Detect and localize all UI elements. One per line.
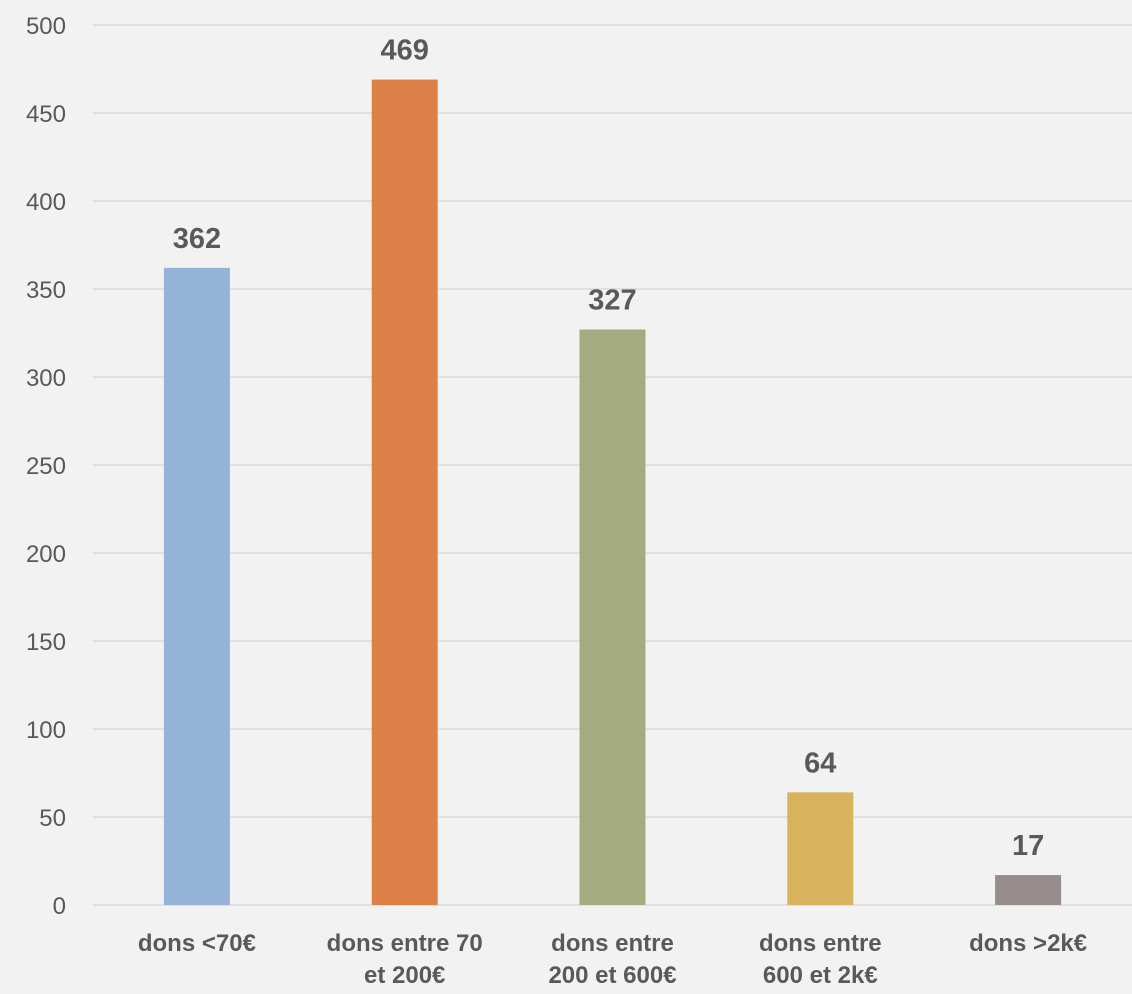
x-tick-label-line: 600 et 2k€ [763,962,878,989]
y-tick-label: 50 [39,805,66,832]
x-tick-label-line: et 200€ [364,962,445,989]
y-tick-label: 150 [26,629,66,656]
y-tick-label: 450 [26,101,66,128]
y-tick-label: 300 [26,365,66,392]
x-tick-label: dons >2k€ [969,930,1087,957]
x-tick-label-line: dons >2k€ [969,930,1087,957]
x-tick-label: dons entre 200 et 600€ [548,930,676,989]
data-label: 362 [173,223,221,255]
y-tick-label: 250 [26,453,66,480]
bar [163,267,230,905]
y-tick-label: 400 [26,189,66,216]
data-label: 469 [381,35,429,67]
data-labels: 362 469 327 64 17 [173,35,1045,863]
y-tick-label: 100 [26,717,66,744]
x-tick-label-line: dons entre [551,930,674,957]
data-label: 17 [1012,830,1044,862]
x-tick-label: dons entre 600 et 2k€ [759,930,882,989]
x-tick-label-line: dons <70€ [138,930,256,957]
data-label: 64 [804,747,836,779]
bar [579,329,646,906]
bars [163,79,1062,906]
x-tick-label: dons <70€ [138,930,256,957]
x-tick-label: dons entre 70 et 200€ [327,930,483,989]
x-axis-ticks: dons <70€ dons entre 70 et 200€ dons entre 2… [138,930,1087,989]
y-tick-label: 350 [26,277,66,304]
y-tick-label: 0 [53,893,66,920]
bar [995,875,1062,905]
x-tick-label-line: 200 et 600€ [548,962,676,989]
y-tick-label: 500 [26,13,66,40]
y-axis-ticks: 0 50 100 150 200 250 300 350 400 450 500 [26,13,66,920]
y-tick-label: 200 [26,541,66,568]
bar [787,792,854,905]
bar [371,79,438,905]
data-label: 327 [588,284,636,316]
x-tick-label-line: dons entre 70 [327,930,483,957]
x-tick-label-line: dons entre [759,930,882,957]
